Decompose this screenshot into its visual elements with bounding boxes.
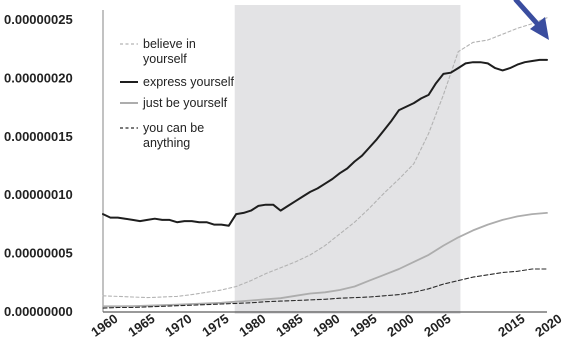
y-tick-label: 0.00000020 <box>4 70 73 85</box>
legend-label: anything <box>143 136 190 150</box>
series-line-you-can-be-anything <box>102 268 548 309</box>
series-line-believe-in-yourself <box>102 17 548 299</box>
legend-label: express yourself <box>143 75 235 89</box>
y-tick-label: 0.00000010 <box>4 187 73 202</box>
x-tick-label: 1995 <box>347 311 379 340</box>
x-tick-label: 2000 <box>384 311 416 340</box>
x-tick-label: 1970 <box>162 311 194 340</box>
annotation-arrow-layer <box>513 0 549 40</box>
legend-label: you can be <box>143 121 204 135</box>
shaded-region-layer <box>234 5 461 314</box>
y-tick-label: 0.00000015 <box>4 129 73 144</box>
legend-label: just be yourself <box>142 96 228 110</box>
x-tick-label: 1985 <box>273 311 305 340</box>
y-tick-label: 0.00000005 <box>4 246 73 261</box>
x-tick-label: 2020 <box>532 311 564 340</box>
x-tick-label: 2005 <box>421 311 453 340</box>
y-tick-label: 0.00000000 <box>4 304 73 319</box>
x-tick-label: 1960 <box>88 311 120 340</box>
arrow-head <box>530 17 549 40</box>
x-tick-label: 1990 <box>310 311 342 340</box>
series-layer <box>102 17 548 309</box>
y-tick-label: 0.00000025 <box>4 12 73 27</box>
x-tick-label: 2015 <box>495 311 527 340</box>
arrow-shaft <box>513 0 544 31</box>
series-line-just-be-yourself <box>102 211 548 308</box>
x-tick-label: 1980 <box>236 311 268 340</box>
x-tick-label: 1975 <box>199 311 231 340</box>
legend-label: believe in <box>143 37 196 51</box>
series-line-express-yourself <box>102 58 548 227</box>
x-tick-label: 1965 <box>125 311 157 340</box>
legend-label: yourself <box>143 52 187 66</box>
shaded-period <box>234 5 461 314</box>
